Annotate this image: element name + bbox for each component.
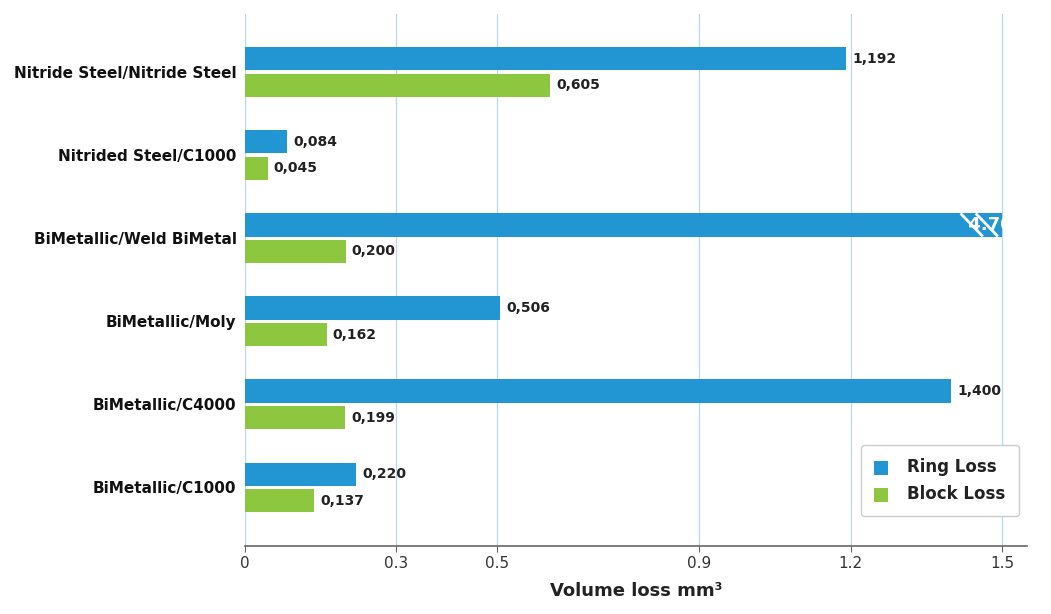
Bar <box>245 406 346 429</box>
Bar <box>245 297 500 320</box>
Text: 0,137: 0,137 <box>321 494 364 508</box>
Bar <box>245 213 1002 236</box>
Legend: Ring Loss, Block Loss: Ring Loss, Block Loss <box>861 445 1018 516</box>
Bar <box>245 240 346 263</box>
Text: 0,045: 0,045 <box>273 161 317 176</box>
Bar <box>245 157 268 180</box>
Text: 0,199: 0,199 <box>351 411 395 425</box>
Bar <box>245 379 951 403</box>
Bar <box>245 489 314 512</box>
Text: 0,162: 0,162 <box>333 327 376 341</box>
Text: 0,220: 0,220 <box>362 467 406 481</box>
X-axis label: Volume loss mm³: Volume loss mm³ <box>550 582 722 600</box>
Text: 1,192: 1,192 <box>852 52 897 66</box>
Text: 4.700→: 4.700→ <box>962 216 1039 234</box>
Bar <box>245 74 551 97</box>
Text: 0,084: 0,084 <box>293 135 337 149</box>
Bar <box>245 130 287 154</box>
Bar <box>245 323 327 346</box>
Text: 0,506: 0,506 <box>507 301 550 315</box>
Text: 0,200: 0,200 <box>352 244 396 258</box>
Bar <box>245 462 356 486</box>
Text: 0,605: 0,605 <box>556 79 600 92</box>
Text: 1,400: 1,400 <box>957 384 1002 398</box>
Bar <box>245 47 846 71</box>
